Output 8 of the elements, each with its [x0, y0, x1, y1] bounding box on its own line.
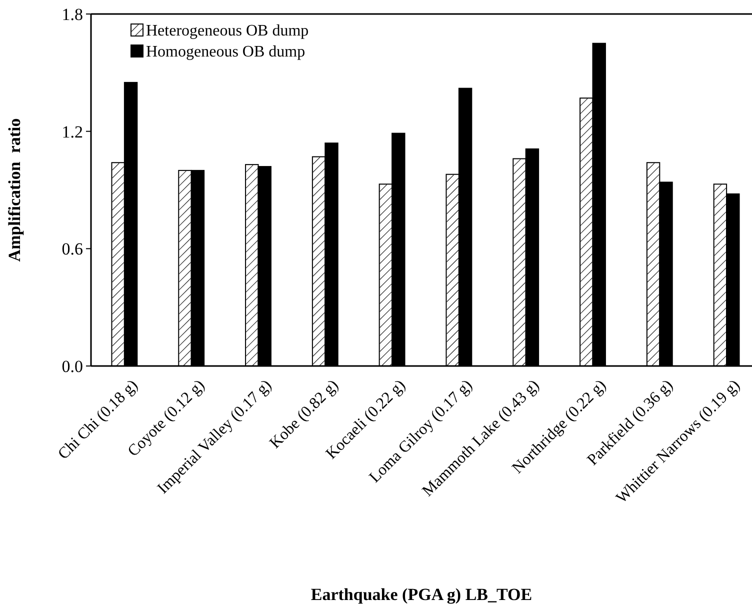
legend-label: Homogeneous OB dump [146, 44, 306, 61]
y-tick-label: 0.0 [62, 356, 83, 376]
x-axis-title: Earthquake (PGA g) LB_TOE [310, 585, 532, 604]
y-tick-label: 0.6 [62, 240, 83, 259]
legend-label: Heterogeneous OB dump [146, 22, 309, 40]
y-tick-label: 1.2 [62, 122, 83, 142]
y-tick-label: 1.8 [62, 4, 83, 24]
y-axis-title: Amplification ratio [5, 118, 24, 262]
